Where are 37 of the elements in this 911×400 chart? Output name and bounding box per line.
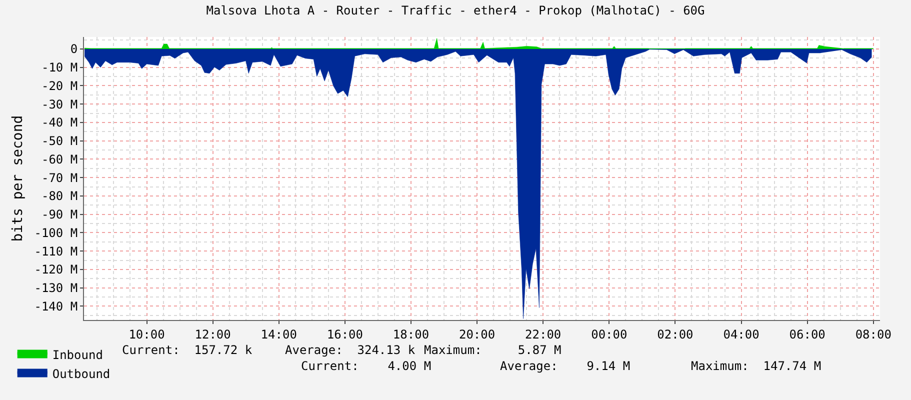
text: Average: 324.13 k [285, 343, 416, 357]
y-tick-label: -60 M [41, 152, 78, 166]
y-tick-label: -80 M [41, 189, 78, 204]
x-tick-label: 08:00 [855, 327, 892, 342]
x-tick-label: 22:00 [525, 327, 562, 342]
legend-label: Inbound [52, 348, 103, 362]
text: Maximum: 147.74 M [691, 359, 822, 373]
y-tick-label: -120 M [34, 262, 78, 277]
y-tick-label: -90 M [41, 208, 78, 222]
text: Current: 4.00 M [301, 359, 432, 373]
x-tick-label: 02:00 [657, 327, 694, 342]
x-tick-label: 16:00 [326, 327, 363, 342]
x-tick-label: 06:00 [789, 327, 826, 342]
x-tick-label: 00:00 [591, 327, 628, 342]
x-tick-label: 14:00 [260, 327, 297, 342]
x-tick-label: 18:00 [392, 327, 430, 342]
y-tick-label: -40 M [41, 116, 78, 130]
y-tick-label: 0 [70, 42, 78, 56]
chart-title: Malsova Lhota A - Router - Traffic - ether4 - Prokop (MalhotaC) - 60G [206, 3, 705, 18]
text: Current: 157.72 k [122, 343, 253, 357]
y-tick-label: -50 M [41, 134, 78, 148]
text: Maximum: 5.87 M [424, 343, 562, 357]
y-tick-label: -140 M [34, 299, 78, 314]
y-tick-label: -20 M [41, 78, 78, 93]
x-tick-label: 10:00 [128, 327, 165, 342]
y-tick-label: -30 M [41, 97, 78, 112]
x-tick-label: 04:00 [723, 327, 760, 342]
x-tick-label: 12:00 [194, 327, 231, 342]
y-axis-title: bits per second [10, 115, 26, 242]
y-tick-label: -130 M [34, 281, 78, 296]
y-tick-label: -70 M [41, 170, 78, 185]
text: Average: 9.14 M [500, 359, 630, 373]
y-tick-label: -110 M [34, 244, 78, 258]
x-tick-label: 20:00 [458, 327, 496, 342]
y-tick-label: -100 M [34, 226, 78, 240]
legend-label: Outbound [52, 366, 110, 381]
y-tick-label: -10 M [41, 60, 78, 75]
